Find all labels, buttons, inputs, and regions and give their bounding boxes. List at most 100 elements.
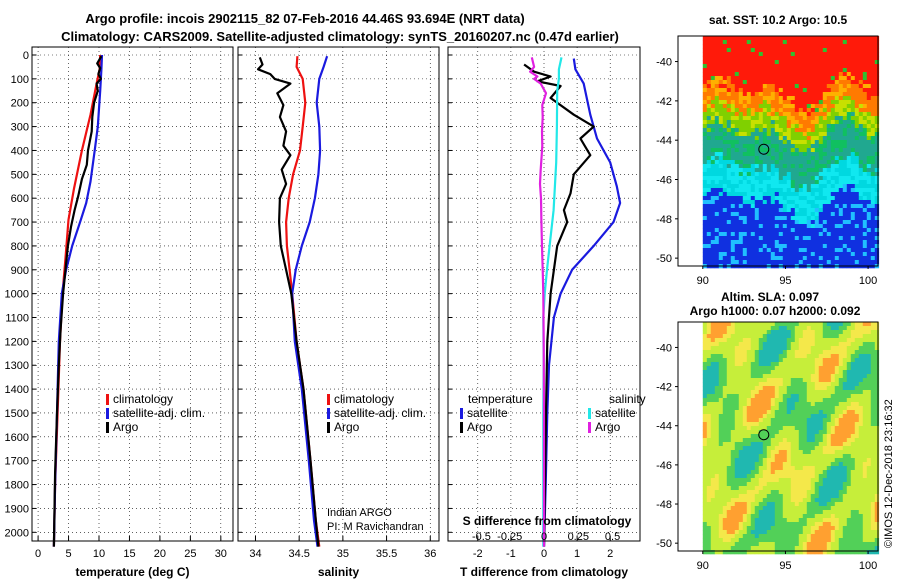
map-cell bbox=[738, 92, 744, 97]
map-cell bbox=[838, 52, 844, 57]
map-cell bbox=[870, 100, 876, 105]
map-cell bbox=[794, 108, 800, 113]
map-cell bbox=[722, 506, 728, 511]
map-cell bbox=[842, 72, 848, 77]
map-cell bbox=[822, 422, 828, 427]
map-cell bbox=[702, 76, 708, 81]
map-cell bbox=[722, 446, 728, 451]
map-cell bbox=[790, 204, 796, 209]
map-cell bbox=[810, 442, 816, 447]
map-cell bbox=[866, 212, 872, 217]
map-cell bbox=[754, 40, 760, 45]
map-cell bbox=[762, 426, 768, 431]
map-cell bbox=[806, 510, 812, 515]
map-cell bbox=[774, 418, 780, 423]
map-cell bbox=[830, 470, 836, 475]
map-cell bbox=[814, 160, 820, 165]
map-cell bbox=[746, 346, 752, 351]
map-cell bbox=[722, 160, 728, 165]
map-cell bbox=[714, 44, 720, 49]
map-cell bbox=[730, 96, 736, 101]
map-cell bbox=[734, 326, 740, 331]
map-cell bbox=[710, 510, 716, 515]
map-cell bbox=[858, 168, 864, 173]
map-cell bbox=[806, 406, 812, 411]
map-cell bbox=[742, 470, 748, 475]
map-cell bbox=[730, 386, 736, 391]
map-cell bbox=[870, 418, 876, 423]
map-cell bbox=[798, 212, 804, 217]
map-cell bbox=[834, 184, 840, 189]
map-cell bbox=[750, 366, 756, 371]
map-cell bbox=[714, 410, 720, 415]
map-cell bbox=[722, 354, 728, 359]
map-cell bbox=[706, 96, 712, 101]
map-cell bbox=[742, 252, 748, 257]
map-cell bbox=[734, 80, 740, 85]
map-cell bbox=[722, 188, 728, 193]
map-cell bbox=[750, 240, 756, 245]
map-cell bbox=[806, 354, 812, 359]
map-cell bbox=[794, 490, 800, 495]
map-cell bbox=[830, 426, 836, 431]
map-cell bbox=[790, 248, 796, 253]
map-cell bbox=[834, 482, 840, 487]
map-cell bbox=[770, 116, 776, 121]
map-cell bbox=[790, 502, 796, 507]
map-cell bbox=[774, 220, 780, 225]
map-cell bbox=[866, 378, 872, 383]
map-cell bbox=[818, 252, 824, 257]
map-cell bbox=[794, 68, 800, 73]
map-cell bbox=[782, 208, 788, 213]
map-cell bbox=[810, 76, 816, 81]
map-cell bbox=[762, 88, 768, 93]
map-cell bbox=[810, 390, 816, 395]
map-cell bbox=[766, 236, 772, 241]
map-cell bbox=[822, 56, 828, 61]
map-cell bbox=[818, 334, 824, 339]
map-cell bbox=[850, 362, 856, 367]
map-cell bbox=[842, 510, 848, 515]
map-cell bbox=[810, 216, 816, 221]
map-cell bbox=[730, 358, 736, 363]
map-cell bbox=[746, 184, 752, 189]
map-cell bbox=[726, 518, 732, 523]
map-cell bbox=[802, 100, 808, 105]
map-cell bbox=[726, 462, 732, 467]
map-cell bbox=[754, 438, 760, 443]
map-cell bbox=[778, 204, 784, 209]
map-cell bbox=[810, 514, 816, 519]
map-cell bbox=[842, 236, 848, 241]
map-cell bbox=[798, 252, 804, 257]
map-cell bbox=[842, 374, 848, 379]
map-cell bbox=[718, 394, 724, 399]
map-cell bbox=[818, 358, 824, 363]
map-cell bbox=[822, 100, 828, 105]
map-cell bbox=[766, 462, 772, 467]
map-cell bbox=[782, 494, 788, 499]
map-cell bbox=[766, 180, 772, 185]
map-cell bbox=[718, 422, 724, 427]
map-cell bbox=[794, 232, 800, 237]
map-cell bbox=[846, 180, 852, 185]
map-cell bbox=[862, 208, 868, 213]
map-cell bbox=[870, 386, 876, 391]
map-cell bbox=[810, 124, 816, 129]
map-cell bbox=[782, 374, 788, 379]
map-cell bbox=[858, 160, 864, 165]
map-cell bbox=[714, 350, 720, 355]
map-cell bbox=[830, 232, 836, 237]
map-cell bbox=[802, 232, 808, 237]
map-cell bbox=[726, 358, 732, 363]
map-cell bbox=[830, 350, 836, 355]
map-cell bbox=[822, 482, 828, 487]
map-cell bbox=[706, 148, 712, 153]
map-cell bbox=[866, 446, 872, 451]
map-cell bbox=[870, 398, 876, 403]
map-cell bbox=[738, 220, 744, 225]
map-cell bbox=[778, 334, 784, 339]
map-cell bbox=[810, 330, 816, 335]
map-cell bbox=[782, 498, 788, 503]
map-cell bbox=[850, 386, 856, 391]
map-cell bbox=[734, 40, 740, 45]
